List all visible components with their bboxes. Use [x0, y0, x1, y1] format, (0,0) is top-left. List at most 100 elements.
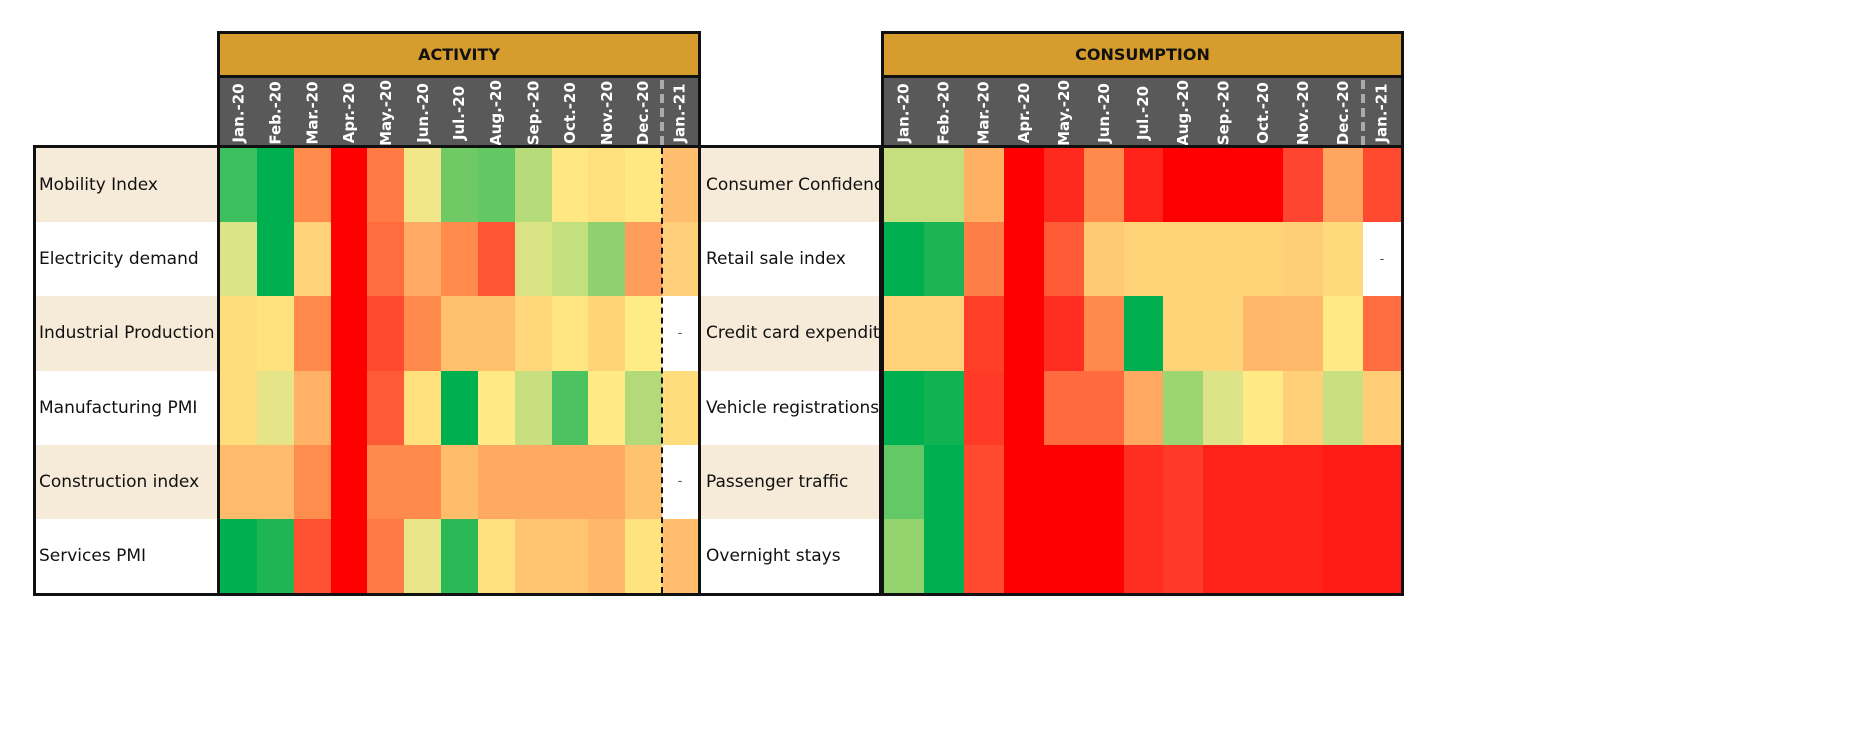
heatmap-cell [1163, 370, 1204, 446]
row-label: Credit card expenditure [706, 323, 908, 344]
month-text: Jun.-20 [413, 83, 432, 143]
consumption-month-label: Jun.-20 [1084, 78, 1124, 148]
activity-month-label: Dec.-20 [625, 78, 662, 148]
consumption-row-band [700, 519, 881, 594]
month-text: Jan.-20 [894, 83, 913, 143]
heatmap-cell [662, 222, 699, 297]
activity-row-band [35, 222, 217, 297]
heatmap-cell [1363, 296, 1402, 372]
heatmap-cell [963, 370, 1005, 446]
heatmap-cell [367, 222, 405, 297]
row-label: Retail sale index [706, 249, 846, 270]
heatmap-cell [625, 222, 663, 297]
heatmap-cell [884, 296, 925, 372]
heatmap-cell [330, 148, 368, 223]
heatmap-cell [404, 444, 442, 520]
heatmap-cell [514, 519, 553, 594]
month-text: Apr.-20 [339, 82, 358, 144]
heatmap-cell [923, 296, 965, 372]
heatmap-cell [293, 222, 332, 297]
heatmap-cell [293, 519, 332, 594]
heatmap-cell [441, 444, 479, 520]
consumption-month-label: Aug.-20 [1163, 78, 1203, 148]
heatmap-cell [367, 519, 405, 594]
heatmap-cell [1003, 519, 1045, 594]
heatmap-cell [404, 222, 442, 297]
heatmap-cell [220, 444, 258, 520]
heatmap-cell [588, 222, 626, 297]
heatmap-cell [514, 296, 553, 372]
consumption-month-label: Nov.-20 [1283, 78, 1323, 148]
activity-month-header: Jan.-20 Feb.-20 Mar.-20 Apr.-20 May.-20 Jun.-… [217, 78, 701, 148]
heatmap-cell [1203, 148, 1244, 223]
heatmap-cell [1163, 148, 1204, 223]
month-text: Sep.-20 [1214, 80, 1233, 146]
heatmap-cell [441, 519, 479, 594]
heatmap-cell [551, 519, 589, 594]
activity-month-label: Aug.-20 [478, 78, 515, 148]
consumption-panel-title: CONSUMPTION [881, 31, 1404, 78]
heatmap-cell [1043, 222, 1085, 297]
activity-month-label: Oct.-20 [552, 78, 589, 148]
activity-month-label: Apr.-20 [331, 78, 368, 148]
heatmap-cell [330, 222, 368, 297]
heatmap-cell [404, 519, 442, 594]
row-label: Overnight stays [706, 546, 841, 567]
heatmap-cell [551, 444, 589, 520]
consumption-month-label: Jul.-20 [1124, 78, 1164, 148]
consumption-month-label: Apr.-20 [1004, 78, 1044, 148]
row-label: Services PMI [39, 546, 147, 567]
consumption-heatmap-left-border [881, 146, 884, 597]
activity-month-label: Mar.-20 [294, 78, 331, 148]
heatmap-cell [256, 370, 295, 446]
heatmap-cell [1123, 148, 1165, 223]
heatmap-cell [1003, 148, 1045, 223]
heatmap-cell [662, 519, 699, 594]
heatmap-cell [625, 519, 663, 594]
heatmap-cell [1083, 519, 1125, 594]
heatmap-cell [1283, 370, 1324, 446]
activity-heatmap-left-border [217, 146, 220, 597]
month-text: Dec.-20 [634, 80, 653, 146]
heatmap-cell [884, 148, 925, 223]
heatmap-cell [1363, 370, 1402, 446]
heatmap-cell [220, 148, 258, 223]
consumption-row-band [700, 370, 881, 445]
row-label: Industrial Production [39, 323, 215, 344]
activity-last-month-divider [661, 148, 663, 594]
heatmap-cell [662, 370, 699, 446]
heatmap-cell [625, 296, 663, 372]
heatmap-cell [514, 222, 553, 297]
heatmap-cell [1003, 370, 1045, 446]
heatmap-cell [404, 296, 442, 372]
heatmap-cell [441, 222, 479, 297]
month-text: May.-20 [1054, 80, 1073, 146]
heatmap-cell [441, 370, 479, 446]
heatmap-cell [1203, 444, 1244, 520]
heatmap-cell [220, 370, 258, 446]
heatmap-cell [884, 519, 925, 594]
heatmap-cell [1363, 148, 1402, 223]
heatmap-cell [1083, 444, 1125, 520]
heatmap-cell [293, 444, 332, 520]
heatmap-cell [1203, 222, 1244, 297]
heatmap-cell [477, 296, 516, 372]
heatmap-cell [923, 519, 965, 594]
row-label: Vehicle registrations [706, 397, 880, 418]
month-text: Nov.-20 [597, 80, 616, 146]
heatmap-cell [1363, 444, 1402, 520]
heatmap-cell [293, 296, 332, 372]
heatmap-cell [1163, 519, 1204, 594]
heatmap-cell [514, 370, 553, 446]
heatmap-cell [367, 370, 405, 446]
heatmap-cell [404, 148, 442, 223]
heatmap-cell [441, 296, 479, 372]
month-text: Feb.-20 [266, 81, 285, 145]
heatmap-cell [477, 519, 516, 594]
heatmap-cell [588, 519, 626, 594]
month-text: Mar.-20 [303, 81, 322, 145]
heatmap-cell [1243, 519, 1284, 594]
heatmap-cell [256, 222, 295, 297]
consumption-month-label: Feb.-20 [924, 78, 964, 148]
heatmap-cell [1163, 296, 1204, 372]
